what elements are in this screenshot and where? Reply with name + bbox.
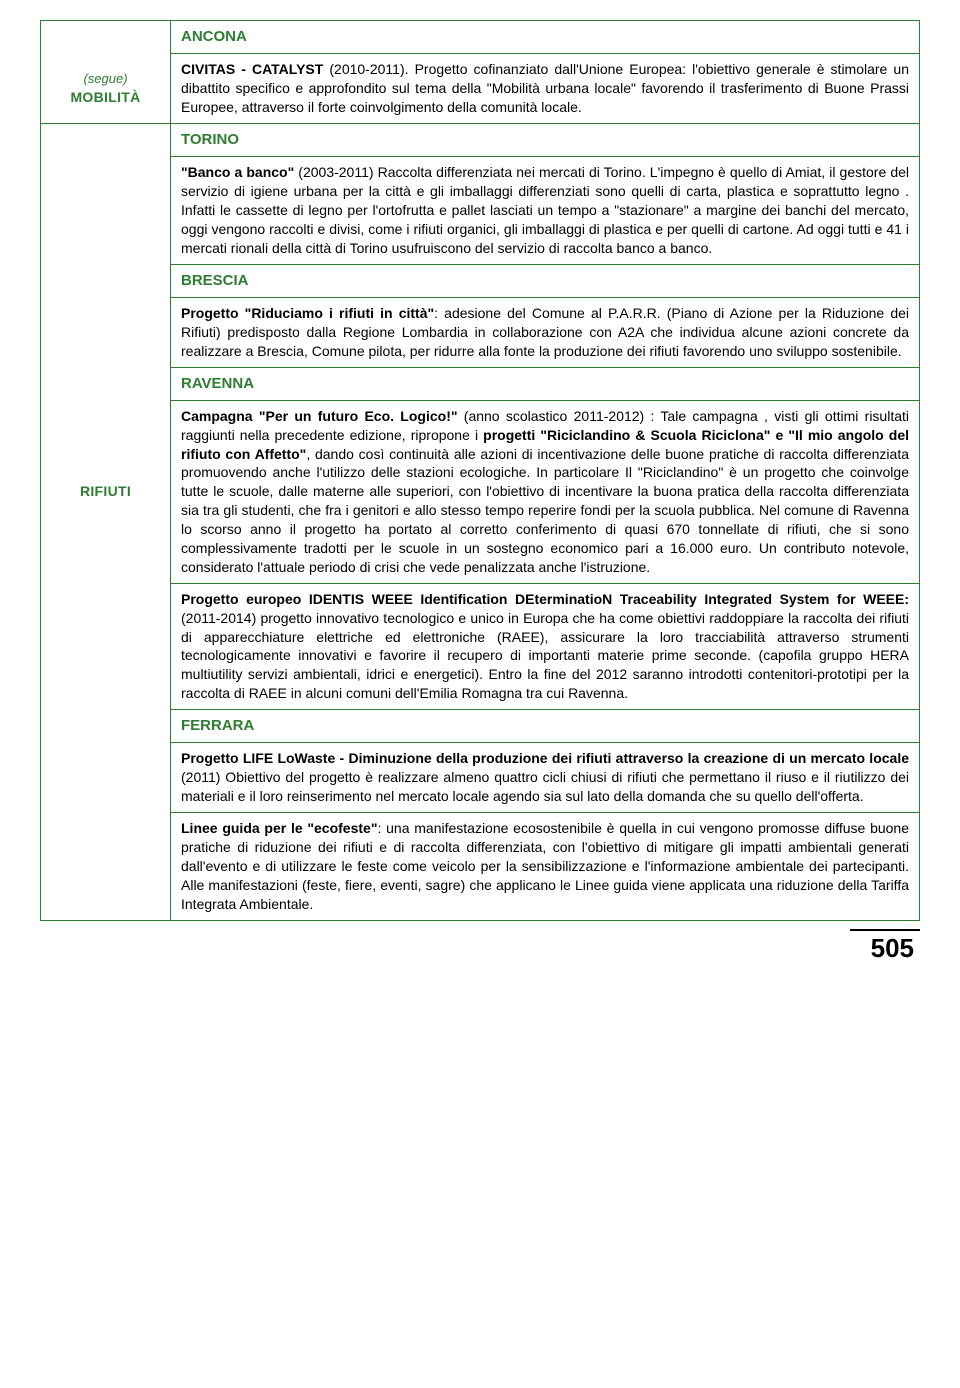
ferrara-p1-bold: Progetto LIFE LoWaste - Diminuzione dell… bbox=[181, 750, 909, 766]
ravenna-body-2: Progetto europeo IDENTIS WEEE Identifica… bbox=[171, 583, 920, 709]
rifiuti-spacer-1 bbox=[41, 123, 171, 156]
mobilita-label-cell bbox=[41, 21, 171, 54]
torino-body: "Banco a banco" (2003-2011) Raccolta dif… bbox=[171, 157, 920, 264]
ferrara-p1-text: (2011) Obiettivo del progetto è realizza… bbox=[181, 769, 909, 804]
ravenna-header: RAVENNA bbox=[171, 367, 920, 400]
ravenna-body-1: Campagna "Per un futuro Eco. Logico!" (a… bbox=[171, 400, 920, 583]
ferrara-header: FERRARA bbox=[171, 710, 920, 743]
ravenna-bold1: Campagna "Per un futuro Eco. Logico!" bbox=[181, 408, 458, 424]
mobilita-label: MOBILITÀ bbox=[47, 88, 164, 107]
rifiuti-spacer-4 bbox=[41, 297, 171, 367]
document-table: ANCONA (segue) MOBILITÀ CIVITAS - CATALY… bbox=[40, 20, 920, 921]
brescia-body: Progetto "Riduciamo i rifiuti in città":… bbox=[171, 297, 920, 367]
ancona-header: ANCONA bbox=[171, 21, 920, 54]
ancona-bold: CIVITAS - CATALYST bbox=[181, 61, 323, 77]
rifiuti-spacer-5 bbox=[41, 367, 171, 400]
torino-header: TORINO bbox=[171, 123, 920, 156]
torino-bold: "Banco a banco" bbox=[181, 164, 294, 180]
rifiuti-spacer-2 bbox=[41, 157, 171, 264]
page-number: 505 bbox=[850, 929, 920, 966]
ravenna-p2-bold: Progetto europeo IDENTIS WEEE Identifica… bbox=[181, 591, 909, 607]
ferrara-body-1: Progetto LIFE LoWaste - Diminuzione dell… bbox=[171, 743, 920, 813]
rifiuti-spacer-7 bbox=[41, 710, 171, 743]
brescia-bold: Progetto "Riduciamo i rifiuti in città" bbox=[181, 305, 434, 321]
ferrara-body-2: Linee guida per le "ecofeste": una manif… bbox=[171, 813, 920, 920]
mobilita-label-cell-2: (segue) MOBILITÀ bbox=[41, 54, 171, 124]
rifiuti-spacer-8 bbox=[41, 743, 171, 813]
segue-label: (segue) bbox=[47, 70, 164, 88]
rifiuti-spacer-9 bbox=[41, 813, 171, 920]
rifiuti-spacer-6 bbox=[41, 583, 171, 709]
ravenna-p2-text: (2011-2014) progetto innovativo tecnolog… bbox=[181, 610, 909, 702]
ravenna-text1: , dando così continuità alle azioni di i… bbox=[181, 446, 909, 575]
ancona-body: CIVITAS - CATALYST (2010-2011). Progetto… bbox=[171, 54, 920, 124]
rifiuti-spacer-3 bbox=[41, 264, 171, 297]
brescia-header: BRESCIA bbox=[171, 264, 920, 297]
ferrara-p2-bold: Linee guida per le "ecofeste" bbox=[181, 820, 377, 836]
rifiuti-label-cell: RIFIUTI bbox=[41, 400, 171, 583]
rifiuti-label: RIFIUTI bbox=[47, 482, 164, 501]
